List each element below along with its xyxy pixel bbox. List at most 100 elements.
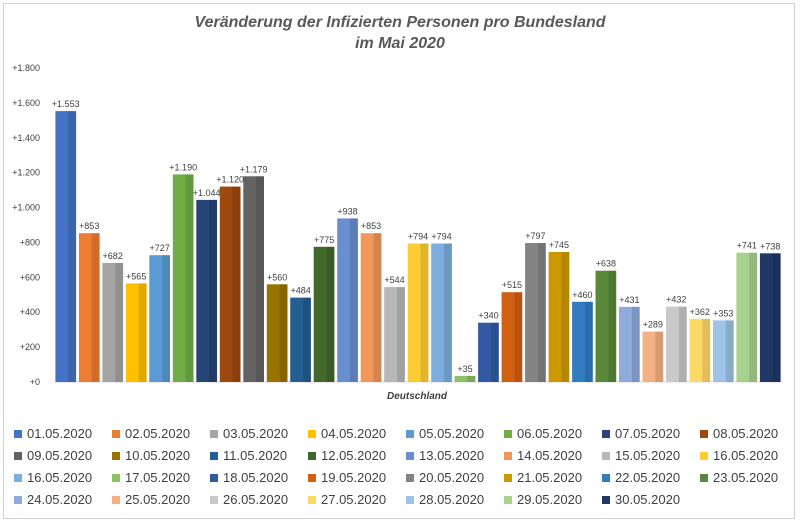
legend-label: 25.05.2020 <box>125 492 191 507</box>
y-tick-label: +0 <box>30 377 40 387</box>
legend-item: 13.05.2020 <box>406 446 504 465</box>
legend-item: 16.05.2020 <box>700 446 798 465</box>
legend-swatch <box>406 473 414 482</box>
bar-25.05.2020 <box>642 331 664 382</box>
bar-shade <box>326 246 335 382</box>
legend-swatch <box>14 451 22 460</box>
legend-swatch <box>308 429 316 438</box>
bar-28.05.2020 <box>713 320 734 382</box>
bar-18.05.2020 <box>478 322 499 382</box>
legend-item: 10.05.2020 <box>112 446 210 465</box>
bar-19.05.2020 <box>501 292 523 382</box>
legend-item: 16.05.2020 <box>14 468 112 487</box>
legend-label: 01.05.2020 <box>27 426 93 441</box>
legend-label: 02.05.2020 <box>125 426 191 441</box>
legend-item: 25.05.2020 <box>112 490 210 509</box>
legend-item: 19.05.2020 <box>308 468 406 487</box>
legend-swatch <box>112 451 120 460</box>
legend-item: 08.05.2020 <box>700 424 798 443</box>
legend-item: 14.05.2020 <box>504 446 602 465</box>
bar-shade <box>420 243 429 382</box>
legend-swatch <box>602 495 610 504</box>
bar-shade <box>279 284 288 382</box>
bar-07.05.2020 <box>196 199 217 382</box>
bar-shade <box>209 199 217 382</box>
y-tick-label: +600 <box>20 272 40 282</box>
legend-swatch <box>602 473 610 482</box>
bar-shade <box>749 252 758 382</box>
data-label: +1.190 <box>169 162 197 172</box>
legend-item: 15.05.2020 <box>602 446 700 465</box>
data-labels-group: +1.553 +853 +682+565 +727 +1.190 +1.044 +1.120… <box>52 99 781 374</box>
bar-shade <box>373 233 382 382</box>
bar-shade <box>584 301 593 382</box>
legend-swatch <box>406 429 414 438</box>
bar-shade <box>115 263 124 382</box>
chart-title: Veränderung der Infizierten Personen pro… <box>0 12 800 54</box>
legend-label: 08.05.2020 <box>713 426 779 441</box>
chart-title-line-1: Veränderung der Infizierten Personen pro… <box>194 14 606 31</box>
legend-label: 13.05.2020 <box>419 448 485 463</box>
legend-label: 21.05.2020 <box>517 470 583 485</box>
legend-item: 21.05.2020 <box>504 468 602 487</box>
data-label: +1.120 <box>216 175 244 185</box>
bar-20.05.2020 <box>525 243 546 382</box>
legend-label: 16.05.2020 <box>713 448 779 463</box>
legend-label: 22.05.2020 <box>615 470 681 485</box>
bar-03.05.2020 <box>102 263 124 382</box>
bar-shade <box>185 174 194 382</box>
bar-shade <box>68 111 77 382</box>
legend-swatch <box>406 451 414 460</box>
legend-item: 02.05.2020 <box>112 424 210 443</box>
data-label: +484 <box>290 286 310 296</box>
legend-item: 18.05.2020 <box>210 468 308 487</box>
data-label: +682 <box>103 251 123 261</box>
legend-item: 04.05.2020 <box>308 424 406 443</box>
legend-label: 28.05.2020 <box>419 492 485 507</box>
data-label: +515 <box>502 280 522 290</box>
bar-16.05.2020 <box>407 243 429 382</box>
legend-swatch <box>406 495 414 504</box>
bar-shade <box>655 331 664 382</box>
legend-label: 05.05.2020 <box>419 426 485 441</box>
bar-shade <box>537 243 546 382</box>
bar-shade <box>138 283 147 382</box>
legend-label: 04.05.2020 <box>321 426 387 441</box>
bar-11.05.2020 <box>290 297 311 382</box>
legend-label: 10.05.2020 <box>125 448 191 463</box>
legend-label: 29.05.2020 <box>517 492 583 507</box>
bar-shade <box>772 253 781 382</box>
legend-swatch <box>700 473 708 482</box>
bar-shade <box>561 252 570 382</box>
legend-swatch <box>504 473 512 482</box>
data-label: +460 <box>572 290 592 300</box>
legend-swatch <box>504 451 512 460</box>
bar-shade <box>397 287 405 382</box>
bar-shade <box>702 318 711 382</box>
bar-17.05.2020 <box>454 375 476 382</box>
legend-label: 07.05.2020 <box>615 426 681 441</box>
legend-item: 03.05.2020 <box>210 424 308 443</box>
legend-item: 26.05.2020 <box>210 490 308 509</box>
bar-16.05.2020 <box>431 243 452 382</box>
bar-shade <box>631 306 640 382</box>
legend-swatch <box>504 429 512 438</box>
data-label: +775 <box>314 235 334 245</box>
data-label: +853 <box>79 221 99 231</box>
legend-label: 30.05.2020 <box>615 492 681 507</box>
legend-label: 20.05.2020 <box>419 470 485 485</box>
data-label: +1.044 <box>193 188 221 198</box>
legend-swatch <box>504 495 512 504</box>
y-tick-label: +1.200 <box>12 168 40 178</box>
data-label: +745 <box>549 240 569 250</box>
bar-27.05.2020 <box>689 318 711 382</box>
legend-item: 06.05.2020 <box>504 424 602 443</box>
legend-item: 07.05.2020 <box>602 424 700 443</box>
legend-label: 16.05.2020 <box>27 470 93 485</box>
data-label: +853 <box>361 221 381 231</box>
legend-swatch <box>308 451 316 460</box>
legend-item: 09.05.2020 <box>14 446 112 465</box>
bar-08.05.2020 <box>219 186 241 382</box>
legend-label: 26.05.2020 <box>223 492 289 507</box>
